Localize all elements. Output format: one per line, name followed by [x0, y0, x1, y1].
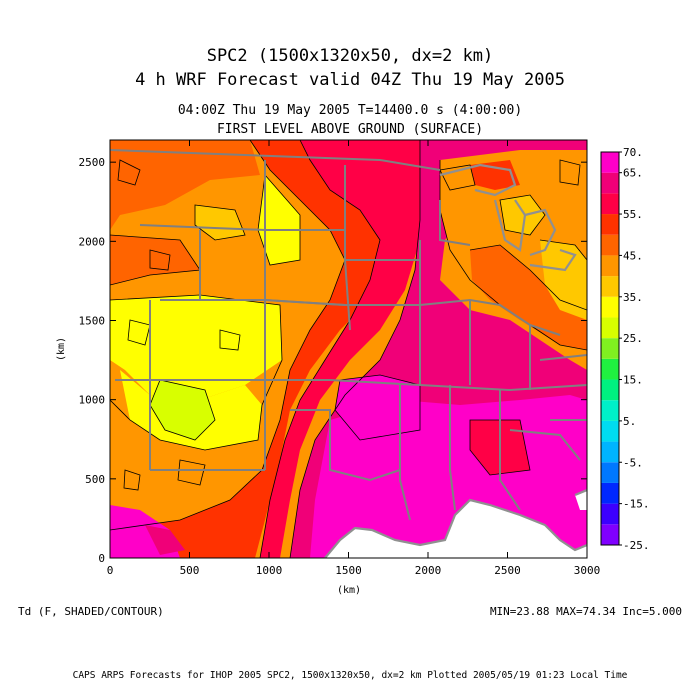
field-region-west-orange	[110, 235, 200, 285]
variable-label: Td (F, SHADED/CONTOUR)	[18, 605, 164, 618]
x-tick-label: 2000	[415, 564, 442, 577]
field-region-sw-red	[145, 525, 185, 555]
field-region-gulf-nodata	[325, 500, 587, 558]
colorbar-swatch	[601, 503, 619, 525]
field-region-plains-red	[260, 140, 440, 558]
colorbar-swatch	[601, 152, 619, 173]
field-region-ne-dry	[540, 240, 587, 320]
x-axis: 0 500 1000 1500 2000 2500 3000	[107, 140, 601, 577]
colorbar-swatch	[601, 400, 619, 421]
field-region-montana-dry	[258, 175, 300, 265]
colorbar-swatch	[601, 276, 619, 297]
colorbar-label: -15.	[623, 498, 650, 511]
x-axis-title: (km)	[337, 585, 361, 596]
field-region-wyoming-dry	[110, 295, 282, 400]
field-region-plains-orange-red	[110, 140, 420, 558]
field-region-nw-orange	[110, 140, 260, 230]
colorbar-swatch	[601, 214, 619, 235]
x-tick-label: 0	[107, 564, 114, 577]
contour-lines	[110, 140, 587, 558]
colorbar-swatch	[601, 462, 619, 483]
colorbar-label: -25.	[623, 539, 650, 552]
state-boundaries	[110, 149, 587, 521]
colorbar-swatch	[601, 317, 619, 339]
field-region-texas-moist	[335, 375, 420, 440]
field-region-atlantic-nodata	[575, 490, 587, 510]
field-region-superior	[470, 160, 520, 190]
colorbar-label: 65.	[623, 167, 643, 180]
y-axis-title: (km)	[56, 337, 67, 361]
level-line: FIRST LEVEL ABOVE GROUND (SURFACE)	[216, 122, 484, 137]
colorbar-swatch	[601, 255, 619, 277]
colorbar-swatch	[601, 441, 619, 463]
colorbar-swatch	[601, 482, 619, 504]
title-line-2: 4 h WRF Forecast valid 04Z Thu 19 May 20…	[135, 70, 565, 90]
colorbar-swatch	[601, 358, 619, 380]
colorbar-label: 55.	[623, 208, 643, 221]
field-region-michigan-dry	[500, 195, 545, 235]
colorbar-label: 35.	[623, 291, 643, 304]
credits-line: CAPS ARPS Forecasts for IHOP 2005 SPC2, …	[72, 670, 628, 681]
colorbar-label: 45.	[623, 249, 643, 262]
colorbar: 70. 65. 55. 45. 35. 25. 15. 5. -5. -15. -25.	[600, 146, 650, 552]
y-tick-label: 500	[85, 473, 105, 486]
colorbar-swatch	[601, 524, 619, 545]
y-tick-label: 1000	[79, 394, 106, 407]
x-tick-label: 2500	[494, 564, 521, 577]
field-stats: MIN=23.88 MAX=74.34 Inc=5.000	[489, 605, 682, 618]
colorbar-label: 70.	[623, 146, 643, 159]
colorbar-swatch	[601, 234, 619, 256]
field-region-mt-patch	[195, 205, 245, 240]
field-region-colorado-driest	[150, 380, 215, 440]
valid-time-line: 04:00Z Thu 19 May 2005 T=14400.0 s (4:00…	[177, 103, 523, 118]
y-axis: 0 500 1000 1500 2000 2500	[79, 156, 587, 565]
x-tick-label: 1500	[335, 564, 362, 577]
colorbar-swatch	[601, 338, 619, 359]
field-region-ohio-valley	[470, 245, 587, 350]
dewpoint-field	[110, 140, 587, 558]
colorbar-label: -5.	[623, 456, 643, 469]
y-tick-label: 2000	[79, 235, 106, 248]
colorbar-swatch	[601, 379, 619, 401]
colorbar-label: 25.	[623, 332, 643, 345]
x-tick-label: 500	[180, 564, 200, 577]
colorbar-swatch	[601, 420, 619, 442]
colorbar-swatch	[601, 296, 619, 318]
x-tick-label: 1000	[256, 564, 283, 577]
x-tick-label: 3000	[574, 564, 601, 577]
y-tick-label: 2500	[79, 156, 106, 169]
y-tick-label: 0	[98, 552, 105, 565]
colorbar-label: 5.	[623, 415, 636, 428]
colorbar-swatch	[601, 193, 619, 215]
coastline	[324, 163, 587, 558]
title-line-1: SPC2 (1500x1320x50, dx=2 km)	[206, 46, 494, 66]
colorbar-swatch	[601, 172, 619, 194]
colorbar-frame	[600, 151, 620, 546]
y-tick-label: 1500	[79, 315, 106, 328]
colorbar-label: 15.	[623, 374, 643, 387]
